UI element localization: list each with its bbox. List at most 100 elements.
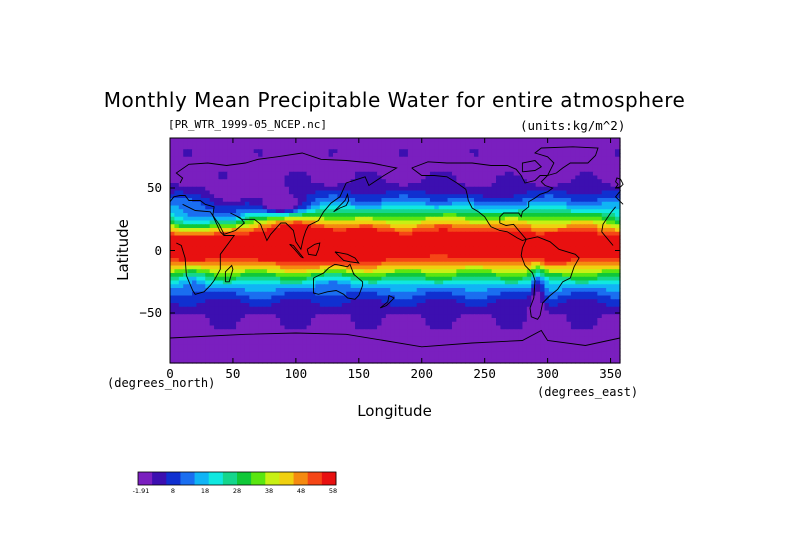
heatmap-cell <box>584 276 590 282</box>
heatmap-cell <box>236 216 242 222</box>
heatmap-cell <box>606 291 612 297</box>
heatmap-cell <box>513 269 519 274</box>
heatmap-cell <box>377 153 383 158</box>
heatmap-cell <box>288 171 294 177</box>
heatmap-cell <box>377 160 383 165</box>
heatmap-cell <box>504 149 510 154</box>
heatmap-cell <box>416 243 422 248</box>
heatmap-cell <box>575 149 581 154</box>
heatmap-cell <box>390 280 396 285</box>
heatmap-cell <box>214 213 220 218</box>
heatmap-cell <box>403 250 409 255</box>
heatmap-cell <box>535 239 541 244</box>
heatmap-cell <box>297 258 303 263</box>
heatmap-cell <box>192 250 198 255</box>
heatmap-cell <box>460 213 466 218</box>
heatmap-cell <box>372 205 378 210</box>
heatmap-cell <box>359 318 365 323</box>
heatmap-cell <box>377 303 383 308</box>
heatmap-cell <box>214 209 220 214</box>
heatmap-cell <box>399 254 405 259</box>
heatmap-cell <box>403 171 409 177</box>
heatmap-cell <box>337 171 343 177</box>
heatmap-cell <box>355 314 361 319</box>
heatmap-cell <box>306 190 312 195</box>
heatmap-cell <box>416 273 422 278</box>
heatmap-cell <box>377 224 383 229</box>
heatmap-cell <box>170 318 176 323</box>
heatmap-cell <box>403 160 409 165</box>
heatmap-cell <box>319 265 325 270</box>
heatmap-cell <box>333 273 339 278</box>
heatmap-cell <box>504 171 510 177</box>
heatmap-cell <box>363 254 369 259</box>
heatmap-cell <box>465 209 471 214</box>
heatmap-cell <box>240 153 246 158</box>
heatmap-cell <box>192 273 198 278</box>
heatmap-cell <box>509 198 515 203</box>
heatmap-cell <box>390 318 396 323</box>
heatmap-cell <box>606 254 612 259</box>
heatmap-cell <box>592 291 598 297</box>
heatmap-cell <box>178 299 184 304</box>
heatmap-cell <box>447 149 453 154</box>
heatmap-cell <box>535 164 541 169</box>
heatmap-cell <box>421 276 427 282</box>
heatmap-cell <box>394 209 400 214</box>
heatmap-cell <box>478 209 484 214</box>
heatmap-cell <box>513 243 519 248</box>
heatmap-cell <box>447 280 453 285</box>
heatmap-cell <box>315 284 321 289</box>
heatmap-cell <box>271 254 277 259</box>
heatmap-cell <box>359 254 365 259</box>
heatmap-cell <box>496 246 502 252</box>
heatmap-cell <box>531 269 537 274</box>
heatmap-cell <box>333 213 339 218</box>
heatmap-cell <box>284 265 290 270</box>
heatmap-cell <box>456 276 462 282</box>
heatmap-cell <box>451 213 457 218</box>
heatmap-cell <box>324 276 330 282</box>
heatmap-cell <box>271 205 277 210</box>
heatmap-cell <box>399 284 405 289</box>
heatmap-cell <box>434 239 440 244</box>
heatmap-cell <box>500 231 506 237</box>
heatmap-cell <box>236 220 242 225</box>
heatmap-cell <box>337 243 343 248</box>
heatmap-cell <box>240 303 246 308</box>
heatmap-cell <box>328 243 334 248</box>
heatmap-cell <box>377 306 383 312</box>
heatmap-cell <box>192 261 198 267</box>
heatmap-cell <box>253 190 259 195</box>
heatmap-cell <box>579 295 585 300</box>
heatmap-cell <box>531 310 537 315</box>
heatmap-cell <box>227 310 233 315</box>
heatmap-cell <box>244 239 250 244</box>
heatmap-cell <box>209 243 215 248</box>
heatmap-cell <box>500 299 506 304</box>
heatmap-cell <box>597 138 603 143</box>
heatmap-cell <box>192 265 198 270</box>
heatmap-cell <box>258 228 264 233</box>
heatmap-cell <box>518 288 524 293</box>
heatmap-cell <box>258 276 264 282</box>
heatmap-cell <box>319 194 325 199</box>
heatmap-cell <box>222 216 228 222</box>
heatmap-cell <box>509 209 515 214</box>
heatmap-cell <box>421 186 427 192</box>
heatmap-cell <box>478 164 484 169</box>
heatmap-cell <box>451 205 457 210</box>
heatmap-cell <box>200 164 206 169</box>
heatmap-cell <box>557 306 563 312</box>
heatmap-cell <box>381 186 387 192</box>
heatmap-cell <box>421 243 427 248</box>
heatmap-cell <box>544 190 550 195</box>
heatmap-cell <box>196 288 202 293</box>
heatmap-cell <box>328 220 334 225</box>
heatmap-cell <box>266 186 272 192</box>
heatmap-cell <box>174 224 180 229</box>
heatmap-cell <box>443 179 449 184</box>
heatmap-cell <box>315 213 321 218</box>
heatmap-cell <box>244 303 250 308</box>
heatmap-cell <box>526 303 532 308</box>
